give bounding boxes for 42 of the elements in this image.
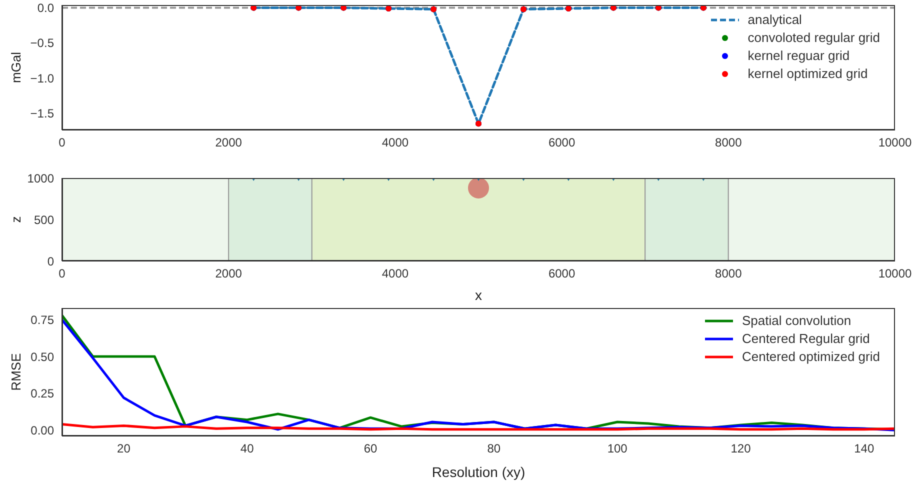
legend-label: Centered Regular grid <box>742 330 870 348</box>
x-tick-label: 8000 <box>715 136 742 150</box>
x-tick-label: 10000 <box>878 266 912 281</box>
y-tick-label: 1000 <box>27 171 54 186</box>
x-tick-label: 80 <box>487 442 501 456</box>
legend-label: kernel reguar grid <box>748 47 850 66</box>
legend-label: kernel optimized grid <box>748 65 868 84</box>
x-tick-label: 0 <box>58 266 66 281</box>
legend-label: analytical <box>748 11 802 30</box>
y-axis-title: z <box>8 216 24 223</box>
y-tick-label: 500 <box>34 212 54 227</box>
legend-label: convoloted regular grid <box>748 29 880 48</box>
y-axis-title: RMSE <box>8 352 24 391</box>
x-axis-title: x <box>475 287 482 303</box>
x-tick-label: 140 <box>854 442 874 456</box>
x-tick-label: 60 <box>364 442 378 456</box>
legend-label: Spatial convolution <box>742 312 852 330</box>
y-tick-label: 0.25 <box>30 386 54 401</box>
y-tick-label: 0.00 <box>30 423 54 438</box>
y-tick-label: 0.50 <box>30 350 54 364</box>
x-tick-label: 8000 <box>715 266 742 281</box>
x-tick-label: 40 <box>240 442 254 456</box>
y-tick-label: −1.0 <box>30 71 54 86</box>
x-tick-label: 20 <box>117 442 131 456</box>
x-tick-label: 2000 <box>215 136 242 150</box>
x-tick-label: 4000 <box>382 136 409 150</box>
x-tick-label: 0 <box>58 136 66 150</box>
x-tick-label: 2000 <box>215 266 242 281</box>
y-tick-label: 0.75 <box>30 313 54 328</box>
y-axis-title: mGal <box>8 52 24 84</box>
x-tick-label: 4000 <box>382 266 409 281</box>
y-tick-label: −0.5 <box>30 36 54 50</box>
y-tick-label: 0.0 <box>37 1 54 16</box>
x-tick-label: 6000 <box>548 266 576 281</box>
x-axis-title: Resolution (xy) <box>432 464 526 480</box>
y-tick-label: 0 <box>47 254 54 268</box>
x-tick-label: 120 <box>730 442 752 456</box>
x-tick-label: 100 <box>607 442 628 456</box>
y-tick-label: −1.5 <box>30 106 54 120</box>
x-tick-label: 6000 <box>548 136 576 150</box>
x-tick-label: 10000 <box>878 136 912 150</box>
legend-label: Centered optimized grid <box>742 348 880 366</box>
